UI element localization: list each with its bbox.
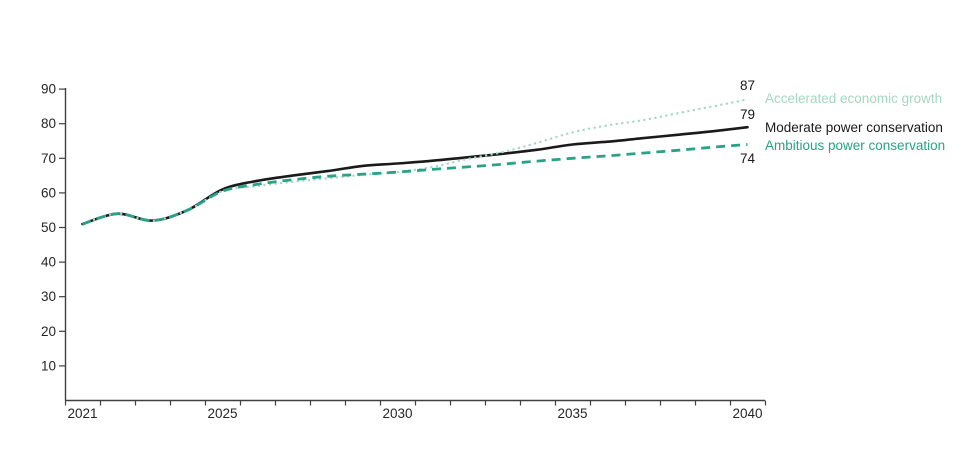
y-tick-label: 10 (41, 358, 56, 373)
y-tick-label: 60 (41, 185, 56, 200)
end-value-accelerated: 87 (739, 78, 755, 93)
y-tick-label: 50 (41, 220, 56, 235)
legend-moderate-power-conservation: Moderate power conservation (765, 120, 943, 135)
y-tick-label: 70 (41, 151, 56, 166)
y-tick-label: 90 (41, 82, 56, 97)
x-tick-label: 2021 (67, 406, 97, 421)
y-tick-label: 30 (41, 289, 56, 304)
x-tick-label: 2030 (382, 406, 412, 421)
series-line-ambitious-power-conservation (82, 143, 748, 226)
legend-accelerated-economic-growth: Accelerated economic growth (765, 91, 943, 106)
x-tick-label: 2025 (207, 406, 237, 421)
y-tick-label: 40 (41, 255, 56, 270)
legend-ambitious-power-conservation: Ambitious power conservation (765, 138, 946, 153)
x-tick-label: 2040 (732, 406, 762, 421)
y-tick-label: 20 (41, 324, 56, 339)
y-tick-label: 80 (41, 116, 56, 131)
series-line-moderate-power-conservation (81, 125, 749, 226)
end-value-ambitious: 74 (739, 151, 755, 166)
end-value-moderate: 79 (739, 107, 755, 122)
x-tick-label: 2035 (557, 406, 587, 421)
